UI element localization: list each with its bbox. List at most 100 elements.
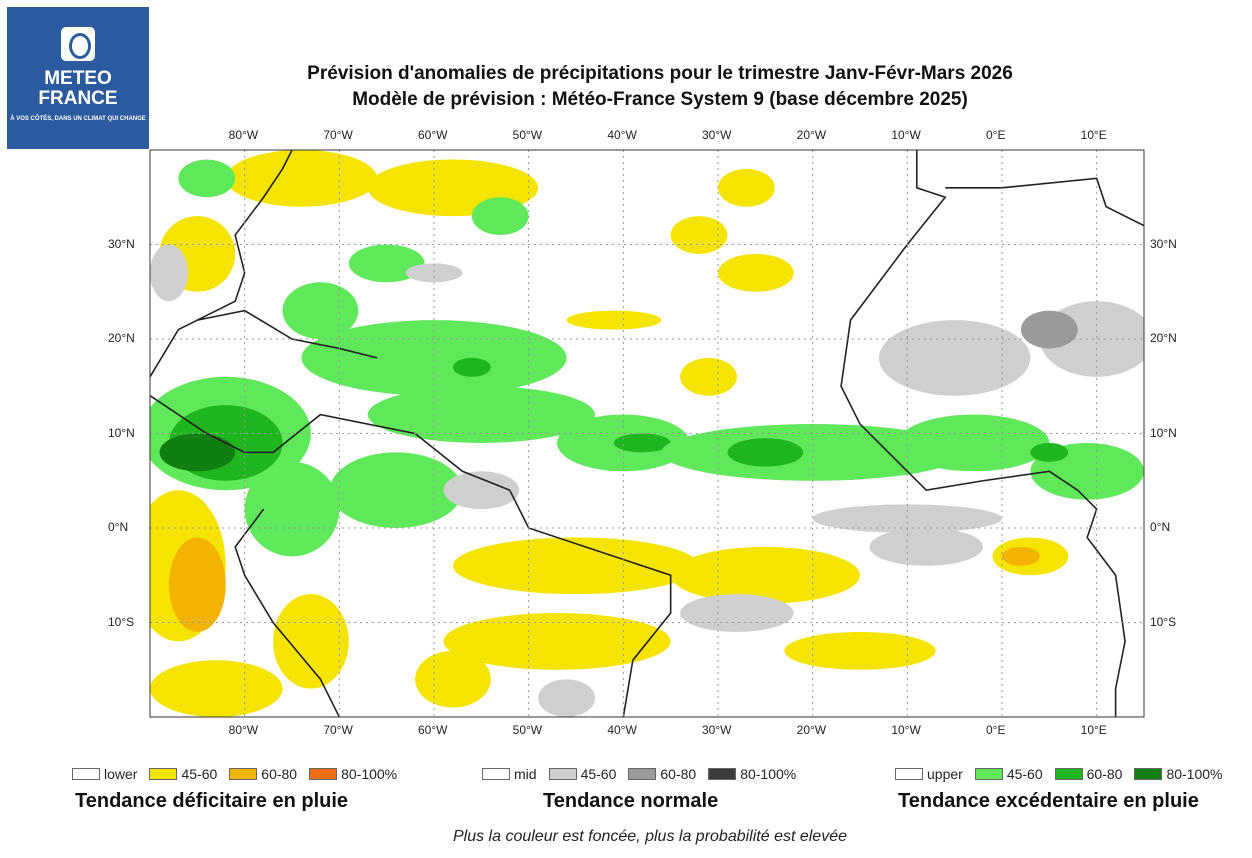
map-frame: [149, 149, 1145, 718]
legend-title: Tendance normale: [543, 790, 719, 812]
anomaly-layer: [150, 150, 1144, 717]
legend-swatch: [482, 768, 510, 780]
legend-label: 80-100%: [1166, 766, 1223, 782]
legend-swatch: [1134, 768, 1163, 780]
coastline: [234, 508, 341, 717]
lon-tick-top: 80°W: [228, 128, 259, 142]
lon-tick-bottom: 50°W: [512, 723, 543, 737]
legend-label: 60-80: [1086, 766, 1123, 782]
probability-area: [727, 438, 804, 467]
lat-tick-left: 30°N: [108, 236, 135, 251]
probability-area: [878, 320, 1031, 396]
probability-area: [1030, 442, 1069, 462]
meteo-france-logo: METEO FRANCE À VOS CÔTÉS, DANS UN CLIMAT …: [7, 7, 149, 149]
probability-area: [1002, 546, 1040, 566]
probability-area: [538, 679, 595, 717]
probability-area: [150, 660, 283, 717]
lon-tick-bottom: 40°W: [607, 723, 637, 737]
legend-row: mid 45-60 60-80 80-100%: [482, 766, 796, 782]
lon-tick-top: 30°W: [702, 128, 732, 142]
coastline: [197, 309, 378, 359]
legend-row: upper 45-60 60-80 80-100%: [895, 766, 1222, 782]
coastline: [840, 150, 1126, 717]
probability-area: [471, 197, 529, 236]
logo-mark-icon: [61, 27, 95, 61]
coastline: [150, 395, 672, 717]
legend-label: mid: [514, 766, 537, 782]
lat-tick-right: 10°N: [1150, 425, 1177, 440]
lon-tick-bottom: 10°E: [1080, 723, 1107, 737]
probability-area: [405, 263, 463, 283]
logo-name: METEO FRANCE: [38, 68, 118, 109]
legend-label: 45-60: [1006, 766, 1043, 782]
probability-area: [178, 159, 236, 198]
probability-area: [443, 613, 671, 670]
legend-label: 80-100%: [341, 766, 398, 782]
lon-tick-top: 50°W: [512, 128, 543, 142]
lon-tick-bottom: 20°W: [796, 723, 827, 737]
lon-tick-top: 60°W: [418, 128, 448, 142]
lon-tick-top: 40°W: [607, 128, 637, 142]
lon-tick-bottom: 80°W: [228, 723, 259, 737]
lat-tick-left: 20°N: [108, 331, 135, 345]
lon-tick-bottom: 60°W: [418, 723, 448, 737]
lat-tick-right: 10°S: [1150, 614, 1177, 629]
lon-tick-bottom: 10°W: [891, 723, 921, 737]
probability-area: [452, 357, 491, 377]
lat-tick-left: 10°N: [108, 425, 135, 440]
lon-tick-top: 20°W: [796, 128, 827, 142]
lon-tick-top: 70°W: [323, 128, 353, 142]
legend-label: 80-100%: [740, 766, 797, 782]
lat-tick-right: 20°N: [1150, 331, 1177, 345]
lon-tick-bottom: 70°W: [323, 723, 353, 737]
coastline: [150, 150, 293, 378]
legend-swatch: [974, 768, 1003, 780]
probability-area: [329, 452, 463, 528]
legend-swatch: [72, 768, 100, 780]
legend-title: Tendance déficitaire en pluie: [75, 790, 349, 812]
lat-tick-left: 0°N: [108, 520, 129, 534]
probability-area: [784, 631, 936, 670]
legend-label: 45-60: [580, 766, 617, 782]
legend-label: upper: [927, 766, 963, 782]
probability-area: [897, 414, 1050, 472]
lon-tick-top: 0°E: [986, 128, 1006, 142]
probability-area: [812, 504, 1002, 533]
probability-area: [566, 310, 662, 330]
legend-row: lower 45-60 60-80 80-100%: [72, 766, 397, 782]
probability-area: [273, 594, 349, 689]
probability-area: [150, 244, 188, 302]
legend-label: 45-60: [181, 766, 218, 782]
legend-label: 60-80: [660, 766, 697, 782]
probability-area: [244, 461, 340, 557]
probability-area: [670, 546, 860, 604]
legend-swatch: [1054, 768, 1083, 780]
probability-area: [367, 386, 595, 443]
lon-tick-bottom: 30°W: [702, 723, 732, 737]
logo-tagline: À VOS CÔTÉS, DANS UN CLIMAT QUI CHANGE: [10, 116, 146, 122]
lon-tick-top: 10°W: [891, 128, 921, 142]
probability-area: [680, 357, 737, 396]
legend-title: Tendance excédentaire en pluie: [898, 790, 1199, 812]
legend-swatch: [309, 768, 338, 780]
probability-area: [415, 650, 491, 708]
probability-area: [718, 253, 794, 292]
forecast-map: [149, 149, 1145, 718]
lon-tick-top: 10°E: [1080, 128, 1107, 142]
coastline: [945, 177, 1144, 227]
lat-tick-left: 10°S: [108, 614, 135, 629]
legend-swatch: [708, 768, 737, 780]
legend-swatch: [229, 768, 258, 780]
probability-area: [159, 433, 236, 472]
probability-area: [680, 594, 794, 632]
probability-area: [1020, 310, 1078, 349]
lat-tick-right: 30°N: [1150, 236, 1177, 251]
probability-area: [613, 433, 671, 453]
probability-area: [670, 216, 728, 254]
probability-area: [348, 244, 425, 283]
legend-label: 60-80: [261, 766, 298, 782]
probability-area: [452, 537, 700, 595]
probability-area: [718, 168, 775, 207]
map-subtitle: Modèle de prévision : Météo-France Syste…: [352, 89, 968, 110]
legend-note: Plus la couleur est foncée, plus la prob…: [452, 828, 847, 845]
